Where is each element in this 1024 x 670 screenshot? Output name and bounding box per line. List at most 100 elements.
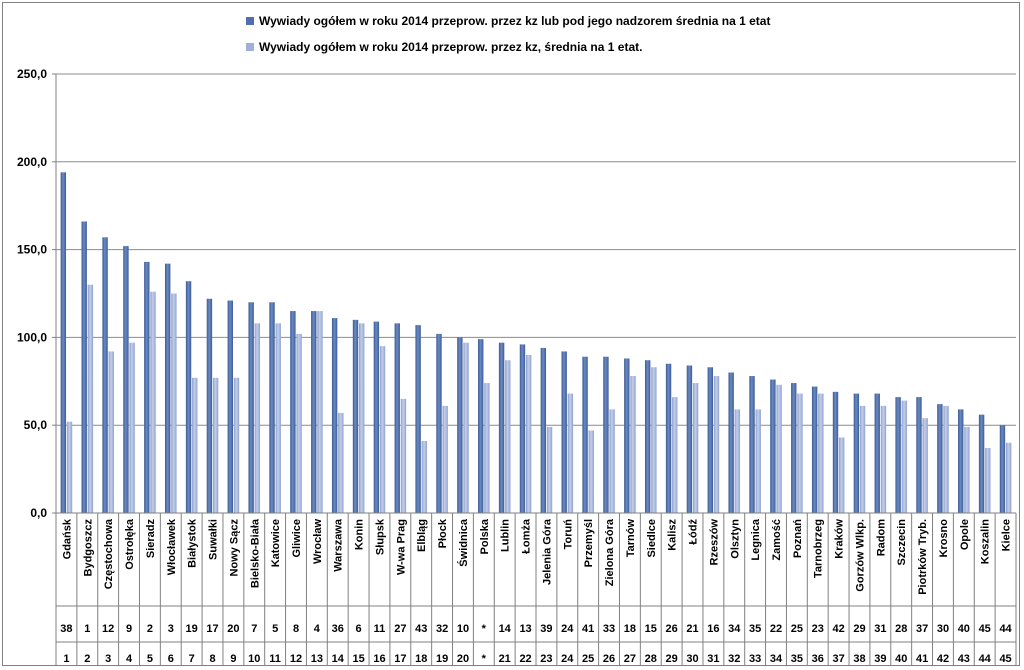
x-category-label: Częstochowa <box>103 518 115 589</box>
rank-row-2-value: 4 <box>126 653 133 665</box>
bar-series-1 <box>248 302 254 513</box>
rank-row-2-value: 37 <box>832 653 844 665</box>
x-category-label: W-wa Prag <box>395 519 407 575</box>
rank-row-1-value: 38 <box>60 623 72 635</box>
rank-row-1-value: 42 <box>832 623 844 635</box>
rank-row-1-value: 1 <box>84 623 90 635</box>
bar-series-2 <box>379 346 386 513</box>
rank-row-2-value: 16 <box>373 653 385 665</box>
bar-series-2 <box>839 437 845 513</box>
rank-row-2-value: 14 <box>332 653 345 665</box>
bar-series-1 <box>457 337 463 513</box>
rank-row-1-value: 25 <box>791 623 803 635</box>
x-category-label: Kraków <box>834 519 846 559</box>
x-category-label: Świdnica <box>457 518 470 567</box>
x-category-label: Toruń <box>562 519 574 550</box>
bar-series-2 <box>463 342 469 513</box>
rank-row-1-value: 37 <box>916 623 928 635</box>
bar-series-1 <box>373 321 380 513</box>
rank-row-1-value: 23 <box>812 623 824 635</box>
x-category-label: Gdańsk <box>61 518 73 559</box>
rank-row-2-value: 1 <box>63 653 69 665</box>
rank-row-1-value: 22 <box>770 623 782 635</box>
rank-row-1-value: 14 <box>499 623 512 635</box>
bar-series-2 <box>818 393 824 513</box>
rank-row-2-value: 26 <box>603 653 615 665</box>
rank-row-1-value: 9 <box>126 623 132 635</box>
rank-row-2-value: 10 <box>248 653 260 665</box>
bar-series-1 <box>60 172 67 513</box>
bar-series-1 <box>123 246 129 513</box>
legend-swatch-series-1 <box>246 17 254 25</box>
bar-series-1 <box>227 300 233 513</box>
rank-row-2-value: 29 <box>666 653 678 665</box>
rank-row-2-value: * <box>482 653 487 665</box>
rank-row-1-value: 17 <box>206 623 218 635</box>
y-axis: 0,0 50,0 100,0 150,0 200,0 250,0 <box>17 67 57 520</box>
y-tick-label: 0,0 <box>30 506 47 520</box>
y-tick-label: 100,0 <box>17 330 47 344</box>
x-axis: Gdańsk381Bydgoszcz12Częstochowa123Ostroł… <box>55 512 1017 666</box>
rank-row-2-value: 38 <box>853 653 865 665</box>
rank-row-1-value: 6 <box>356 623 362 635</box>
legend: Wywiady ogółem w roku 2014 przeprow. prz… <box>246 14 770 54</box>
bar-series-2 <box>797 393 803 513</box>
rank-row-2-value: 22 <box>519 653 531 665</box>
bar-series-2 <box>567 393 574 513</box>
x-category-label: Tarnów <box>625 519 637 558</box>
x-category-label: Bielsko-Biała <box>249 518 261 588</box>
bar-series-1 <box>352 319 359 513</box>
bar-series-2 <box>505 360 511 513</box>
rank-row-1-value: 33 <box>603 623 615 635</box>
x-category-label: Elbląg <box>416 519 428 552</box>
rank-row-1-value: 31 <box>874 623 886 635</box>
x-category-label: Polska <box>479 518 491 554</box>
bar-series-2 <box>1005 442 1012 513</box>
bar-series-2 <box>672 397 678 513</box>
x-category-label: Legnica <box>750 518 762 560</box>
x-category-label: Białystok <box>187 518 199 568</box>
rank-row-2-value: 19 <box>436 653 448 665</box>
rank-row-1-value: 30 <box>937 623 949 635</box>
bar-series-2 <box>651 367 657 513</box>
bar-series-1 <box>707 367 713 513</box>
legend-swatch-series-2 <box>246 43 254 51</box>
bar-series-1 <box>415 325 421 513</box>
rank-row-1-value: 29 <box>853 623 865 635</box>
x-category-label: Piotrków Tryb. <box>917 519 929 595</box>
x-category-label: Siedlce <box>646 519 658 558</box>
bar-series-1 <box>811 386 818 513</box>
bar-series-1 <box>290 311 296 513</box>
bar-chart: Wywiady ogółem w roku 2014 przeprow. prz… <box>17 14 1017 666</box>
bar-series-1 <box>185 281 192 513</box>
legend-label-series-1: Wywiady ogółem w roku 2014 przeprow. prz… <box>259 14 770 28</box>
rank-row-1-value: 40 <box>958 623 970 635</box>
rank-row-2-value: 42 <box>937 653 949 665</box>
grid-lines <box>56 73 1016 514</box>
bar-series-2 <box>421 441 428 513</box>
bar-series-2 <box>442 405 448 513</box>
rank-row-2-value: 3 <box>105 653 111 665</box>
bar-series-1 <box>206 298 213 513</box>
rank-row-1-value: 4 <box>314 623 321 635</box>
rank-row-2-value: 34 <box>770 653 783 665</box>
rank-row-1-value: 11 <box>374 623 386 635</box>
x-category-label: Sieradz <box>145 519 157 559</box>
rank-row-1-value: 21 <box>686 623 698 635</box>
bar-series-1 <box>853 393 860 513</box>
rank-row-1-value: 41 <box>582 623 594 635</box>
x-category-label: Zamość <box>771 519 783 561</box>
bar-series-2 <box>359 323 365 513</box>
bar-series-2 <box>588 430 594 513</box>
bar-series-1 <box>540 347 547 513</box>
bar-series-2 <box>338 412 344 513</box>
x-category-label: Suwałki <box>208 519 220 560</box>
bar-series-2 <box>400 398 407 513</box>
x-category-label: Przemyśl <box>583 519 595 567</box>
bars <box>60 172 1012 514</box>
rank-row-1-value: 16 <box>707 623 719 635</box>
rank-row-2-value: 28 <box>645 653 657 665</box>
bar-series-1 <box>498 342 505 513</box>
bar-series-1 <box>895 397 901 513</box>
